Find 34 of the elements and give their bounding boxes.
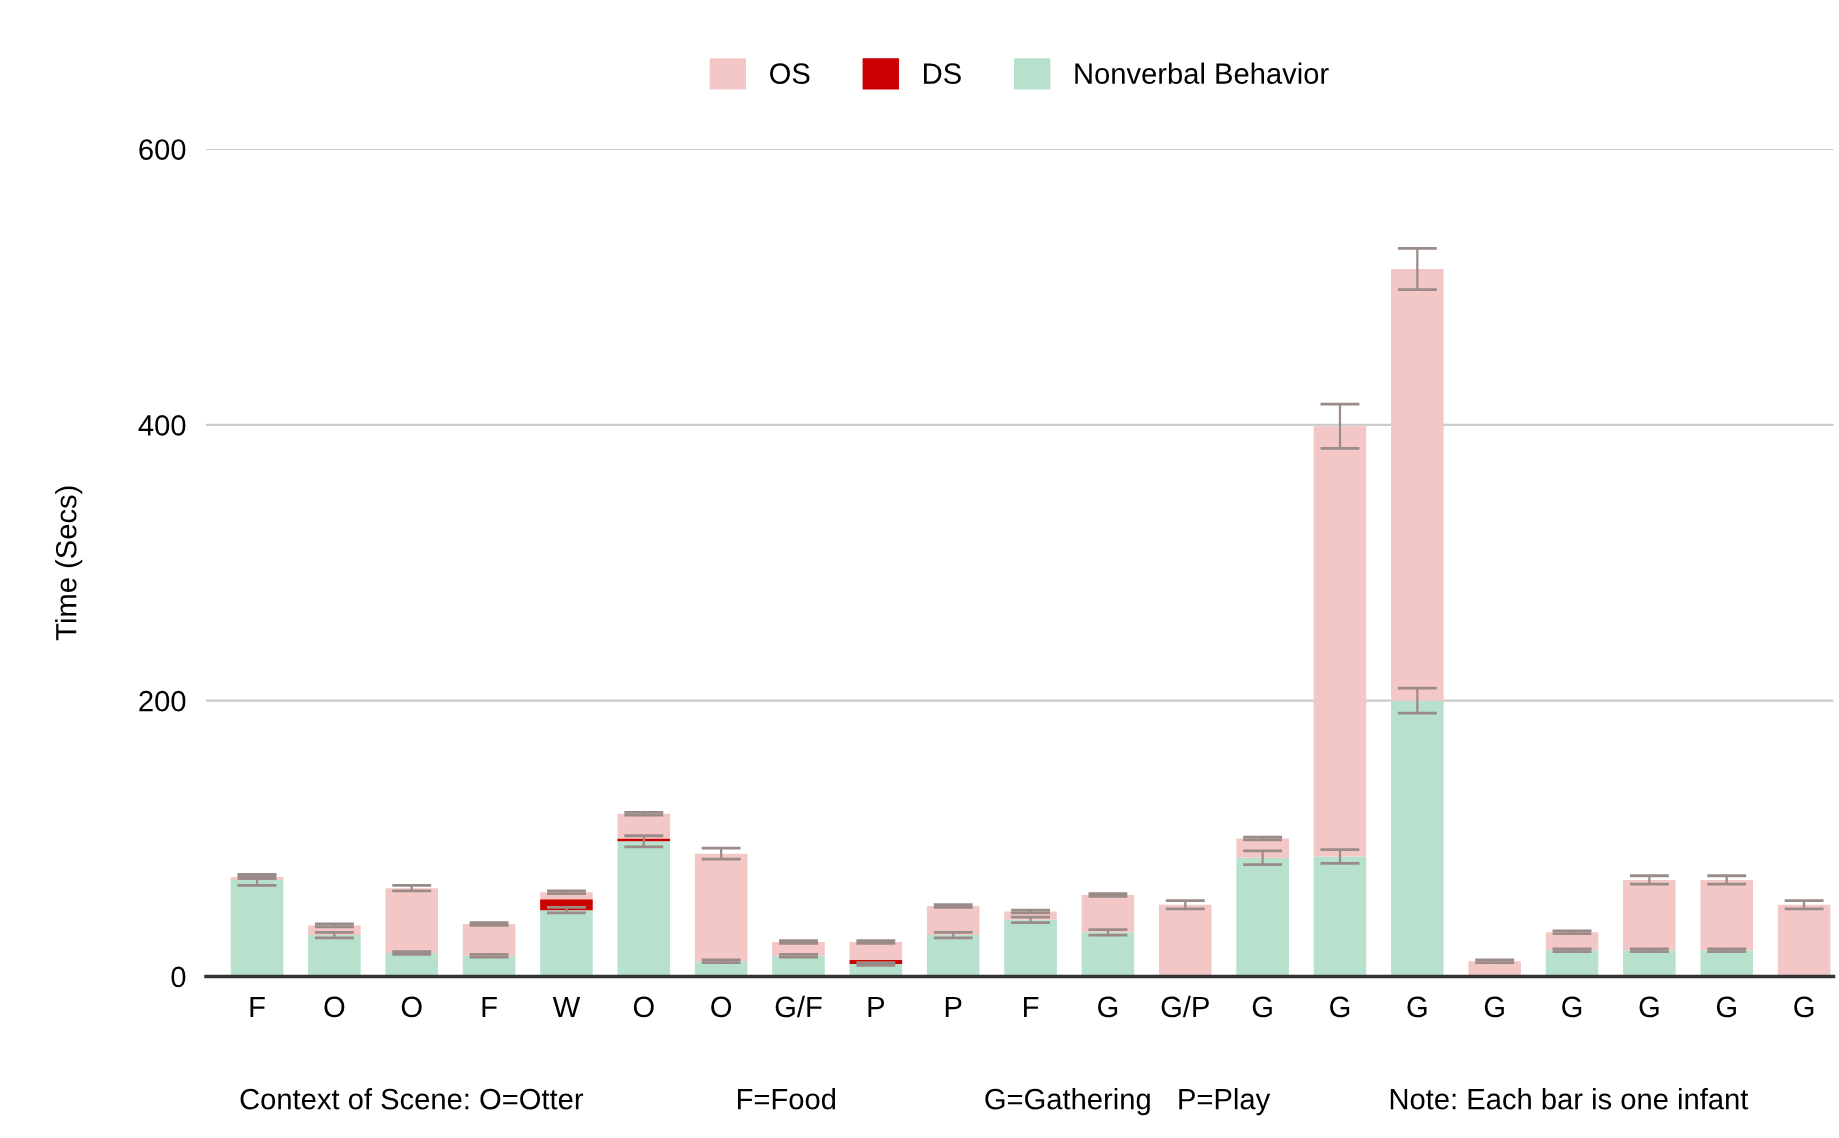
x-tick-label: G <box>1330 996 1350 1018</box>
x-tick-label: P <box>868 996 885 1017</box>
text: F=Food <box>737 1088 836 1110</box>
text: G=Gathering <box>985 1088 1150 1116</box>
x-tick-label: G <box>1794 996 1814 1018</box>
x-tick-label: G <box>1562 996 1582 1018</box>
text: Context of Scene: O=Otter <box>240 1088 584 1110</box>
y-tick-label: 200 <box>139 690 186 712</box>
y-tick-label: 400 <box>138 415 186 436</box>
text: Note: Each bar is one infant <box>1390 1088 1749 1110</box>
legend-label: Nonverbal Behavior <box>1075 62 1329 84</box>
x-tick-label: G/P <box>1161 995 1209 1018</box>
x-tick-label: P <box>945 996 962 1017</box>
x-tick-label: O <box>711 996 732 1018</box>
x-tick-label: F <box>250 996 265 1017</box>
y-tick-label: 0 <box>171 966 186 988</box>
legend-label: DS <box>924 63 961 84</box>
legend-label: OS <box>770 63 810 84</box>
x-tick-label: G <box>1098 996 1118 1018</box>
x-tick-label: O <box>324 996 345 1018</box>
y-axis-title: Time (Secs) <box>55 486 83 641</box>
x-tick-label: W <box>552 996 581 1017</box>
x-tick-label: G <box>1252 996 1272 1018</box>
x-tick-label: G/F <box>775 995 822 1018</box>
text: P=Play <box>1179 1088 1271 1116</box>
x-tick-label: G <box>1407 996 1427 1018</box>
x-tick-label: F <box>1024 996 1039 1017</box>
x-tick-label: O <box>633 996 654 1018</box>
x-tick-label: O <box>401 996 422 1018</box>
x-tick-label: G <box>1716 996 1736 1018</box>
x-tick-label: G <box>1484 996 1504 1018</box>
y-tick-label: 600 <box>139 139 186 160</box>
x-tick-label: G <box>1639 996 1659 1018</box>
x-tick-label: F <box>482 996 497 1017</box>
